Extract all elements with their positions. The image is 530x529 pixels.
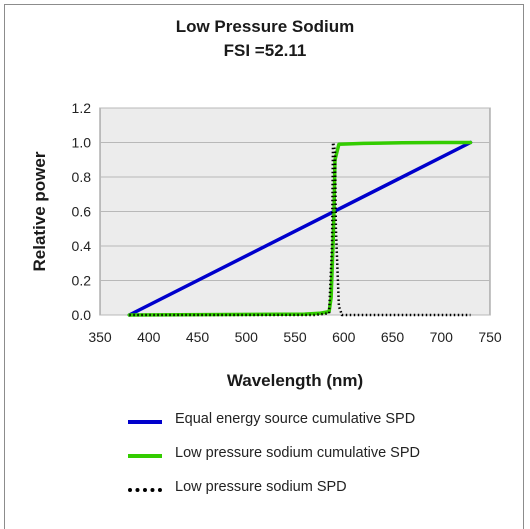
y-axis-label: Relative power: [30, 151, 49, 271]
x-tick-label: 350: [88, 329, 112, 345]
y-tick-label: 0.2: [72, 273, 92, 289]
series-line-2: [129, 141, 471, 317]
legend-label: Equal energy source cumulative SPD: [175, 411, 416, 427]
legend-label: Low pressure sodium SPD: [175, 479, 347, 495]
y-tick-label: 0.4: [72, 238, 92, 254]
y-tick-label: 0.6: [72, 204, 92, 220]
series-line-0: [127, 140, 473, 317]
x-tick-label: 400: [137, 329, 161, 345]
chart-title: Low Pressure Sodium: [175, 17, 355, 36]
x-tick-label: 650: [381, 329, 405, 345]
legend-label: Low pressure sodium cumulative SPD: [175, 445, 420, 461]
x-tick-label: 700: [430, 329, 454, 345]
legend-swatch-blue: [128, 420, 162, 424]
chart-svg: 350 400 450 500 550 600 650 700 750 0.0 0.2 0.4 0.6…: [30, 100, 502, 390]
y-tick-label: 0.0: [72, 307, 92, 323]
x-tick-label: 500: [235, 329, 259, 345]
y-tick-label: 1.0: [72, 135, 92, 151]
x-tick-label: 450: [186, 329, 210, 345]
x-tick-label: 600: [332, 329, 356, 345]
series-line-1: [127, 140, 473, 317]
chart-frame: [4, 4, 524, 529]
legend-swatch-green: [128, 454, 162, 458]
y-tick-label: 1.2: [72, 100, 92, 116]
x-tick-label: 750: [478, 329, 502, 345]
legend-swatch-black-dotted: [128, 488, 162, 492]
chart-subtitle: FSI =52.11: [223, 41, 307, 60]
x-axis-label: Wavelength (nm): [227, 371, 363, 390]
x-tick-label: 550: [283, 329, 307, 345]
y-tick-label: 0.8: [72, 169, 92, 185]
